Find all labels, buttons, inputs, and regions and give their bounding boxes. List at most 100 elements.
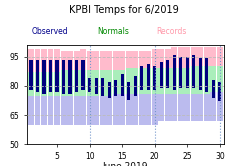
Bar [47,72,53,96]
Bar [184,47,189,121]
Bar [119,70,125,94]
Bar [34,96,40,125]
Bar [145,51,151,125]
Bar [158,68,163,94]
Bar [60,51,66,125]
Bar [67,70,73,96]
Bar [171,68,176,94]
Bar [133,76,136,96]
Bar [54,96,60,125]
Bar [211,80,214,98]
Bar [216,47,222,121]
Bar [112,51,118,125]
Bar [120,74,123,96]
Bar [62,60,65,94]
Bar [138,51,144,125]
Bar [99,96,105,125]
Bar [106,70,112,96]
Bar [209,47,215,121]
Bar [164,68,170,94]
Bar [54,72,60,96]
Bar [125,51,131,125]
Bar [29,60,32,90]
Bar [209,92,215,121]
Bar [80,70,86,96]
Bar [73,96,79,125]
Bar [132,51,137,125]
Text: Observed: Observed [31,27,68,36]
Bar [171,94,176,121]
Bar [73,70,79,96]
Bar [28,96,34,125]
Bar [112,94,118,125]
Bar [28,49,34,125]
Bar [178,57,182,88]
Bar [125,94,131,125]
Bar [93,96,99,125]
Bar [60,70,66,96]
Bar [158,49,163,121]
X-axis label: June 2019: June 2019 [102,163,148,166]
Bar [41,96,47,125]
Bar [106,96,112,125]
Bar [80,49,86,125]
Bar [67,96,73,125]
Bar [198,58,201,90]
Bar [204,58,207,92]
Bar [73,51,79,125]
Bar [132,68,137,94]
Bar [165,60,169,88]
Bar [151,94,157,125]
Bar [209,66,215,92]
Bar [196,94,202,121]
Bar [216,92,222,121]
Bar [138,94,144,125]
Bar [81,60,84,90]
Bar [190,94,196,121]
Bar [203,94,209,121]
Bar [203,47,209,121]
Bar [164,94,170,121]
Bar [119,94,125,125]
Bar [49,60,52,92]
Bar [60,96,66,125]
Bar [94,78,97,94]
Bar [172,55,175,90]
Bar [184,94,189,121]
Bar [80,96,86,125]
Bar [190,47,196,121]
Bar [132,94,137,125]
Bar [203,66,209,94]
Bar [196,66,202,94]
Bar [153,66,156,90]
Bar [177,94,183,121]
Bar [126,82,130,99]
Bar [93,70,99,96]
Bar [191,55,195,88]
Bar [159,62,162,88]
Bar [99,70,105,96]
Bar [151,49,157,125]
Bar [54,49,60,125]
Bar [99,51,105,125]
Bar [86,51,92,125]
Bar [107,82,110,98]
Bar [196,47,202,121]
Bar [114,80,117,96]
Bar [41,49,47,125]
Bar [164,49,170,121]
Bar [151,68,157,94]
Text: KPBI Temps for 6/2019: KPBI Temps for 6/2019 [69,5,178,15]
Bar [184,68,189,94]
Bar [106,51,112,125]
Bar [75,60,78,92]
Bar [86,70,92,96]
Bar [158,94,163,121]
Bar [146,64,149,90]
Bar [112,70,118,94]
Bar [28,72,34,96]
Bar [177,47,183,121]
Bar [101,78,104,96]
Bar [93,51,99,125]
Bar [36,60,39,92]
